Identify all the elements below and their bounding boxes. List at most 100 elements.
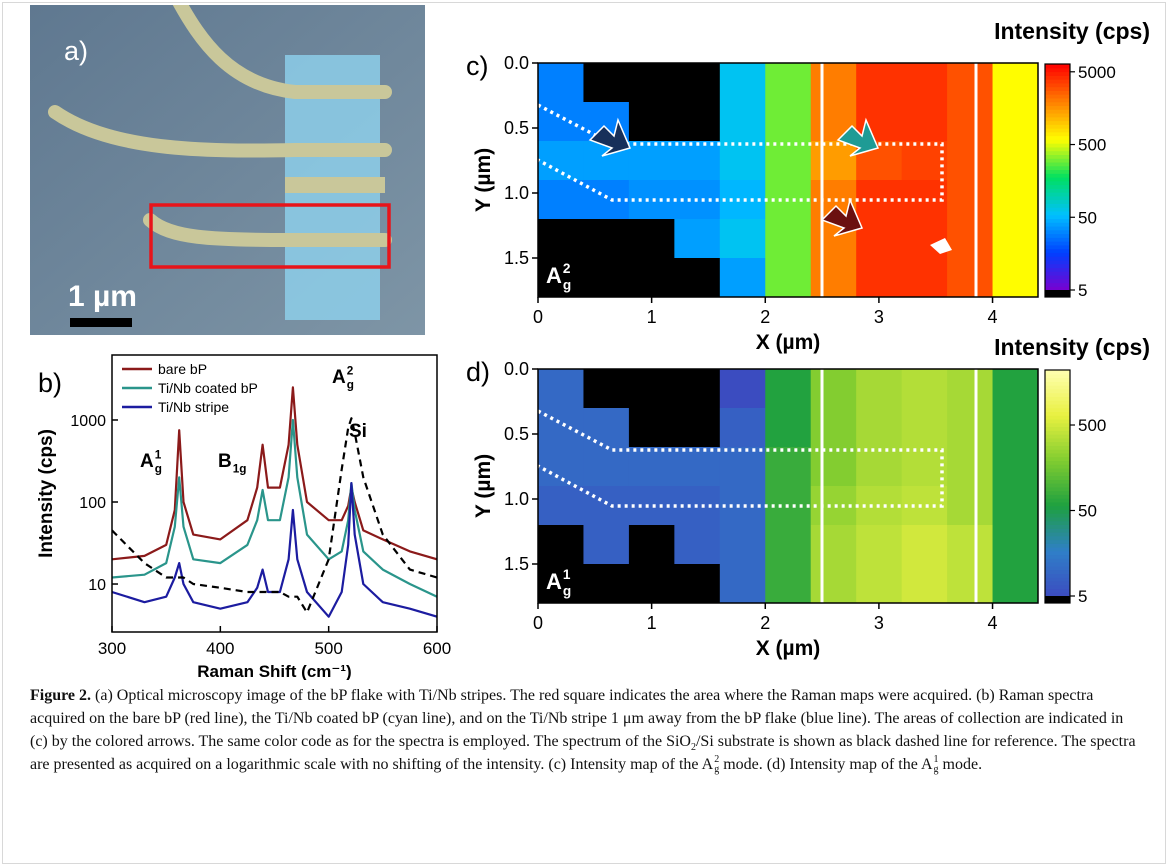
map-cell xyxy=(992,219,1039,259)
colorbar-step xyxy=(1045,437,1070,443)
y-tick-label: 0.5 xyxy=(504,118,529,138)
map-cell xyxy=(810,408,857,448)
map-cell xyxy=(628,258,675,298)
colorbar-step xyxy=(1045,97,1070,103)
colorbar-label: Intensity (cps) xyxy=(994,334,1150,360)
map-cell xyxy=(992,141,1039,181)
caption-text: A xyxy=(920,756,933,773)
map-cell xyxy=(947,102,994,142)
map-cell xyxy=(765,525,812,565)
map-cell xyxy=(901,141,948,181)
map-cell xyxy=(992,408,1039,448)
colorbar-step xyxy=(1045,483,1070,488)
colorbar-step xyxy=(1045,426,1070,431)
map-cell xyxy=(719,447,766,487)
colorbar-step xyxy=(1045,531,1070,537)
y-tick-label: 1.0 xyxy=(504,183,529,203)
colorbar-step xyxy=(1045,388,1070,394)
map-cell xyxy=(628,447,675,487)
map-cell xyxy=(856,219,903,259)
map-cell xyxy=(947,369,994,409)
caption-sup: 1 xyxy=(933,754,939,766)
panel-label: d) xyxy=(466,357,490,387)
map-cell xyxy=(810,564,857,604)
mode-label: A xyxy=(546,569,562,594)
map-cell xyxy=(856,525,903,565)
y-tick-label: 10 xyxy=(88,577,106,594)
map-cell xyxy=(719,369,766,409)
map-cell xyxy=(583,369,630,409)
colorbar-step xyxy=(1045,86,1070,91)
x-tick-label: 600 xyxy=(423,639,451,658)
colorbar-step xyxy=(1045,385,1070,390)
colorbar-step xyxy=(1045,177,1070,182)
x-tick-label: 0 xyxy=(533,307,543,327)
x-tick-label: 3 xyxy=(874,613,884,633)
map-cell xyxy=(765,447,812,487)
y-tick-label: 100 xyxy=(79,495,106,512)
y-axis-label: Y (µm) xyxy=(472,148,495,212)
peak-label-sub: 1g xyxy=(233,463,247,476)
map-cell xyxy=(674,525,721,565)
colorbar-step xyxy=(1045,233,1070,238)
peak-label-sup: 2 xyxy=(347,364,354,377)
colorbar-step xyxy=(1045,195,1070,201)
map-cell xyxy=(628,564,675,604)
colorbar-step xyxy=(1045,105,1070,110)
y-tick-label: 1.5 xyxy=(504,554,529,574)
map-cell xyxy=(765,219,812,259)
colorbar-step xyxy=(1045,535,1070,541)
map-cell xyxy=(765,564,812,604)
map-cell xyxy=(719,219,766,259)
map-cell xyxy=(765,102,812,142)
colorbar-tick-label: 50 xyxy=(1078,502,1097,521)
colorbar-step xyxy=(1045,407,1070,413)
spectrum-line xyxy=(112,417,437,614)
mode-label-sup: 2 xyxy=(563,261,571,276)
colorbar-step xyxy=(1045,452,1070,458)
map-cell xyxy=(583,447,630,487)
colorbar-step xyxy=(1045,516,1070,522)
colorbar-step xyxy=(1045,188,1070,193)
y-tick-label: 0.5 xyxy=(504,424,529,444)
map-cell xyxy=(674,369,721,409)
map-cell xyxy=(947,219,994,259)
mode-label-sub: g xyxy=(563,278,571,293)
x-tick-label: 2 xyxy=(760,613,770,633)
colorbar-step xyxy=(1045,143,1070,148)
caption-text: mode. (d) Intensity map of the xyxy=(719,756,921,773)
caption-sub: g xyxy=(933,764,939,776)
y-axis-label: Y (µm) xyxy=(472,454,495,518)
map-c-overlay xyxy=(537,63,978,297)
colorbar-step xyxy=(1045,173,1070,178)
map-cell xyxy=(947,141,994,181)
map-cell xyxy=(992,180,1039,220)
colorbar-step xyxy=(1045,456,1070,461)
caption-label: Figure 2. xyxy=(30,687,92,704)
peak-label-sub: g xyxy=(347,379,354,392)
colorbar-step xyxy=(1045,460,1070,465)
colorbar-step xyxy=(1045,146,1070,152)
x-tick-label: 3 xyxy=(874,307,884,327)
caption-text: (a) Optical microscopy image of the bP f… xyxy=(30,687,1124,750)
colorbar-step xyxy=(1045,109,1070,114)
map-cell xyxy=(719,63,766,103)
map-cell xyxy=(810,63,857,103)
colorbar-step xyxy=(1045,562,1070,567)
axes-frame xyxy=(537,62,1039,298)
colorbar-step xyxy=(1045,286,1070,291)
colorbar-step xyxy=(1045,274,1070,280)
map-cell xyxy=(674,564,721,604)
map-cell xyxy=(901,369,948,409)
colorbar-step xyxy=(1045,373,1070,379)
colorbar-tick-label: 50 xyxy=(1078,208,1097,227)
map-cell xyxy=(947,180,994,220)
colorbar-step xyxy=(1045,214,1070,220)
map-cell xyxy=(719,525,766,565)
colorbar-step xyxy=(1045,229,1070,235)
peak-label: A xyxy=(332,367,346,388)
map-cell xyxy=(674,258,721,298)
